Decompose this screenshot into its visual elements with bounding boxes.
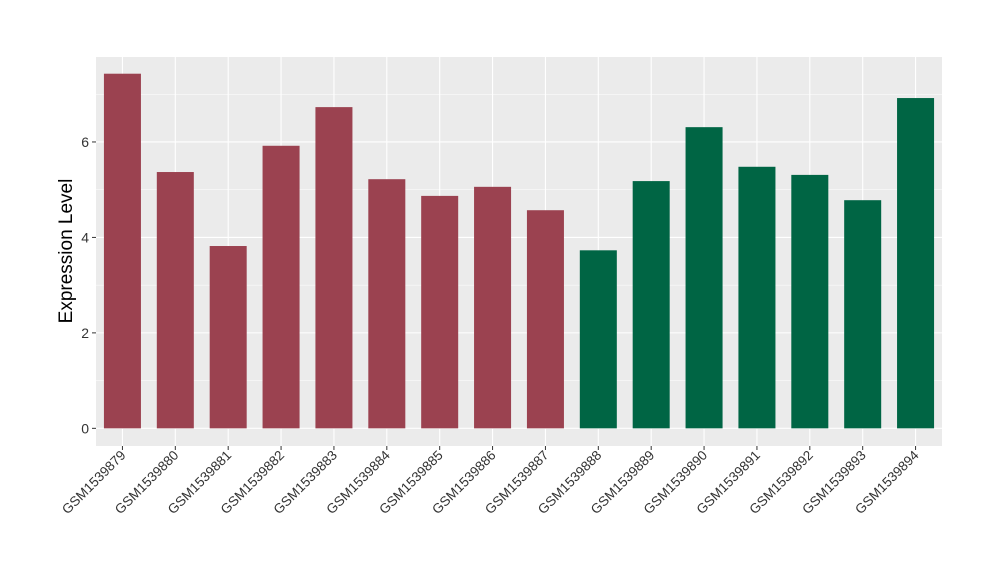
bar-GSM1539880 [156,172,194,429]
bar-GSM1539891 [738,166,776,429]
bar-GSM1539885 [421,195,459,429]
y-axis-label: Expression Level [56,179,77,324]
bar-GSM1539894 [897,98,935,429]
y-tick-label: 2 [81,325,89,341]
bar-GSM1539890 [685,127,723,429]
bar-GSM1539879 [103,73,141,429]
bar-GSM1539893 [844,200,882,429]
bar-GSM1539892 [791,174,829,429]
bar-GSM1539889 [632,181,670,429]
bar-GSM1539883 [315,107,353,429]
y-tick-label: 6 [81,134,89,150]
bar-GSM1539888 [579,250,617,429]
bar-GSM1539881 [209,246,247,429]
bar-GSM1539886 [474,186,512,429]
y-tick-label: 4 [81,229,89,245]
bar-GSM1539882 [262,145,300,429]
bar-GSM1539887 [526,210,564,429]
bar-GSM1539884 [368,179,406,429]
y-tick-label: 0 [81,420,89,436]
